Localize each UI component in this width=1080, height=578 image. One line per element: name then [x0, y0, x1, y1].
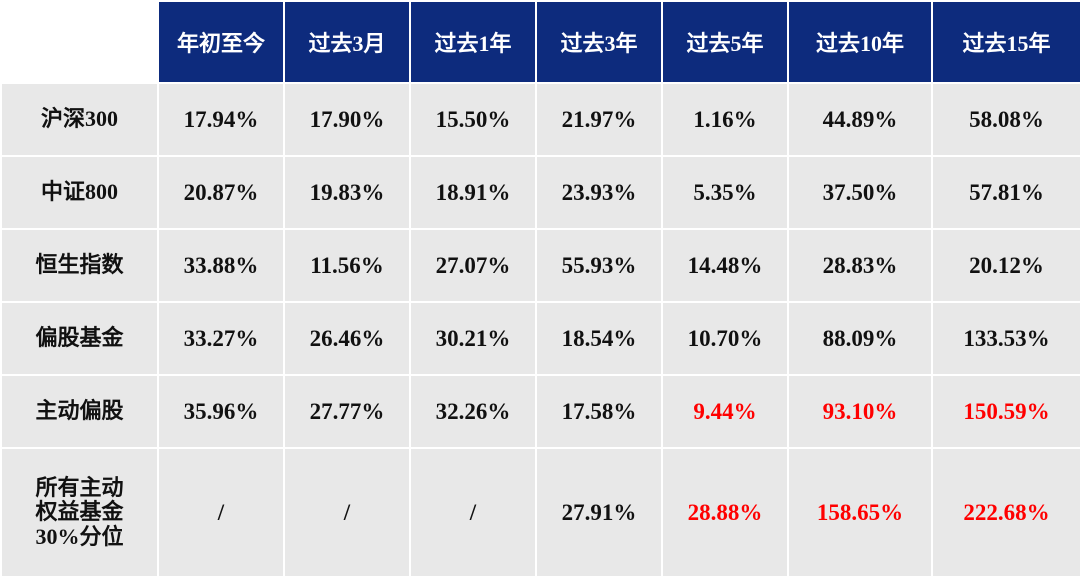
cell: 17.90% [283, 82, 411, 157]
table-row: 恒生指数 33.88% 11.56% 27.07% 55.93% 14.48% … [0, 228, 1080, 303]
cell: 21.97% [535, 82, 663, 157]
cell: 55.93% [535, 228, 663, 303]
row-label: 所有主动 权益基金 30%分位 [0, 447, 159, 578]
highlight-cell: 222.68% [931, 447, 1080, 578]
highlight-cell: 93.10% [787, 374, 933, 449]
cell: 26.46% [283, 301, 411, 376]
cell: 32.26% [409, 374, 537, 449]
cell: 18.91% [409, 155, 537, 230]
cell: 33.27% [157, 301, 285, 376]
cell: 18.54% [535, 301, 663, 376]
cell: 27.77% [283, 374, 411, 449]
column-header: 过去1年 [409, 0, 537, 84]
column-header: 过去5年 [661, 0, 789, 84]
highlight-cell: 9.44% [661, 374, 789, 449]
table-row: 沪深300 17.94% 17.90% 15.50% 21.97% 1.16% … [0, 82, 1080, 157]
cell: 37.50% [787, 155, 933, 230]
column-header: 年初至今 [157, 0, 285, 84]
cell: 17.94% [157, 82, 285, 157]
cell: 28.83% [787, 228, 933, 303]
cell: / [409, 447, 537, 578]
column-header: 过去3月 [283, 0, 411, 84]
highlight-cell: 158.65% [787, 447, 933, 578]
cell: 27.91% [535, 447, 663, 578]
cell: 35.96% [157, 374, 285, 449]
corner-cell [0, 0, 159, 84]
cell: 33.88% [157, 228, 285, 303]
header-row: 年初至今 过去3月 过去1年 过去3年 过去5年 过去10年 过去15年 [0, 0, 1080, 84]
cell: 27.07% [409, 228, 537, 303]
cell: 88.09% [787, 301, 933, 376]
row-label: 恒生指数 [0, 228, 159, 303]
column-header: 过去10年 [787, 0, 933, 84]
cell: 15.50% [409, 82, 537, 157]
cell: 57.81% [931, 155, 1080, 230]
table-row: 主动偏股 35.96% 27.77% 32.26% 17.58% 9.44% 9… [0, 374, 1080, 449]
cell: 14.48% [661, 228, 789, 303]
cell: 10.70% [661, 301, 789, 376]
row-label: 偏股基金 [0, 301, 159, 376]
cell: / [283, 447, 411, 578]
row-label: 中证800 [0, 155, 159, 230]
cell: 23.93% [535, 155, 663, 230]
cell: 1.16% [661, 82, 789, 157]
row-label: 沪深300 [0, 82, 159, 157]
table-row: 中证800 20.87% 19.83% 18.91% 23.93% 5.35% … [0, 155, 1080, 230]
cell: 58.08% [931, 82, 1080, 157]
row-label: 主动偏股 [0, 374, 159, 449]
column-header: 过去3年 [535, 0, 663, 84]
cell: 11.56% [283, 228, 411, 303]
cell: / [157, 447, 285, 578]
cell: 19.83% [283, 155, 411, 230]
cell: 20.87% [157, 155, 285, 230]
cell: 20.12% [931, 228, 1080, 303]
table-row: 所有主动 权益基金 30%分位 / / / 27.91% 28.88% 158.… [0, 447, 1080, 578]
cell: 30.21% [409, 301, 537, 376]
cell: 133.53% [931, 301, 1080, 376]
cell: 17.58% [535, 374, 663, 449]
highlight-cell: 150.59% [931, 374, 1080, 449]
table-row: 偏股基金 33.27% 26.46% 30.21% 18.54% 10.70% … [0, 301, 1080, 376]
highlight-cell: 28.88% [661, 447, 789, 578]
cell: 5.35% [661, 155, 789, 230]
column-header: 过去15年 [931, 0, 1080, 84]
cell: 44.89% [787, 82, 933, 157]
